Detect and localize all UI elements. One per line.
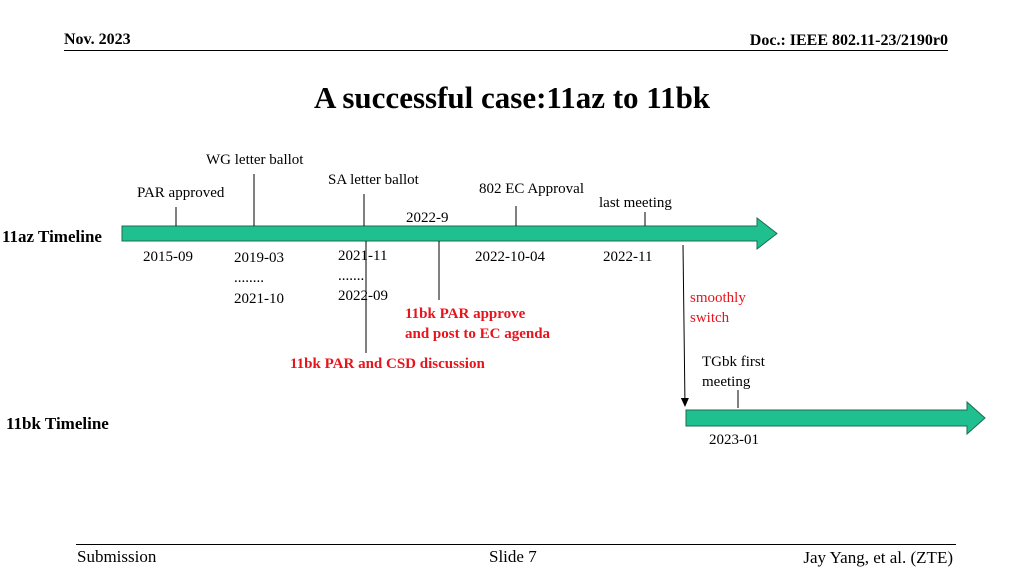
date-2022-09: 2022-09 [338,288,388,304]
label-tgbk-line1: TGbk first [702,354,765,370]
bk-timeline-arrow [685,400,986,436]
footer-submission: Submission [77,547,157,566]
label-wg-letter-ballot: WG letter ballot [206,152,304,168]
date-2015-09: 2015-09 [143,249,193,265]
footer-rule [76,544,956,545]
label-tgbk-line2: meeting [702,374,751,390]
footer-author: Jay Yang, et al. (ZTE) [803,548,953,567]
label-par-approved: PAR approved [137,185,225,201]
date-2022-10-04: 2022-10-04 [475,249,545,265]
date-2022-11: 2022-11 [603,249,653,265]
annotation-smoothly-line2: switch [690,310,730,326]
date-2019-03: 2019-03 [234,250,284,266]
annotation-smoothly-line1: smoothly [690,290,746,306]
header-date: Nov. 2023 [64,31,131,48]
az-timeline-arrow [121,216,778,251]
date-2021-11: 2021-11 [338,248,388,264]
annotation-par-approve-line2: and post to EC agenda [405,326,551,342]
switch-arrow [680,244,689,407]
date-dots-1: ........ [234,270,264,286]
date-2021-10: 2021-10 [234,291,284,307]
annotation-par-approve-line1: 11bk PAR approve [405,306,526,322]
date-2023-01: 2023-01 [709,432,759,448]
header-doc-id: Doc.: IEEE 802.11-23/2190r0 [749,32,948,49]
bk-timeline-label: 11bk Timeline [6,414,109,433]
label-ec-approval: 802 EC Approval [479,181,584,197]
label-2022-9: 2022-9 [406,210,449,226]
az-timeline-label: 11az Timeline [2,227,102,246]
label-sa-letter-ballot: SA letter ballot [328,172,419,188]
label-last-meeting: last meeting [599,195,672,211]
footer-slide-number: Slide 7 [489,547,537,566]
header-rule [64,50,948,51]
slide-title: A successful case:11az to 11bk [313,80,711,115]
date-dots-2: ....... [338,268,365,284]
annotation-par-csd: 11bk PAR and CSD discussion [290,356,485,372]
